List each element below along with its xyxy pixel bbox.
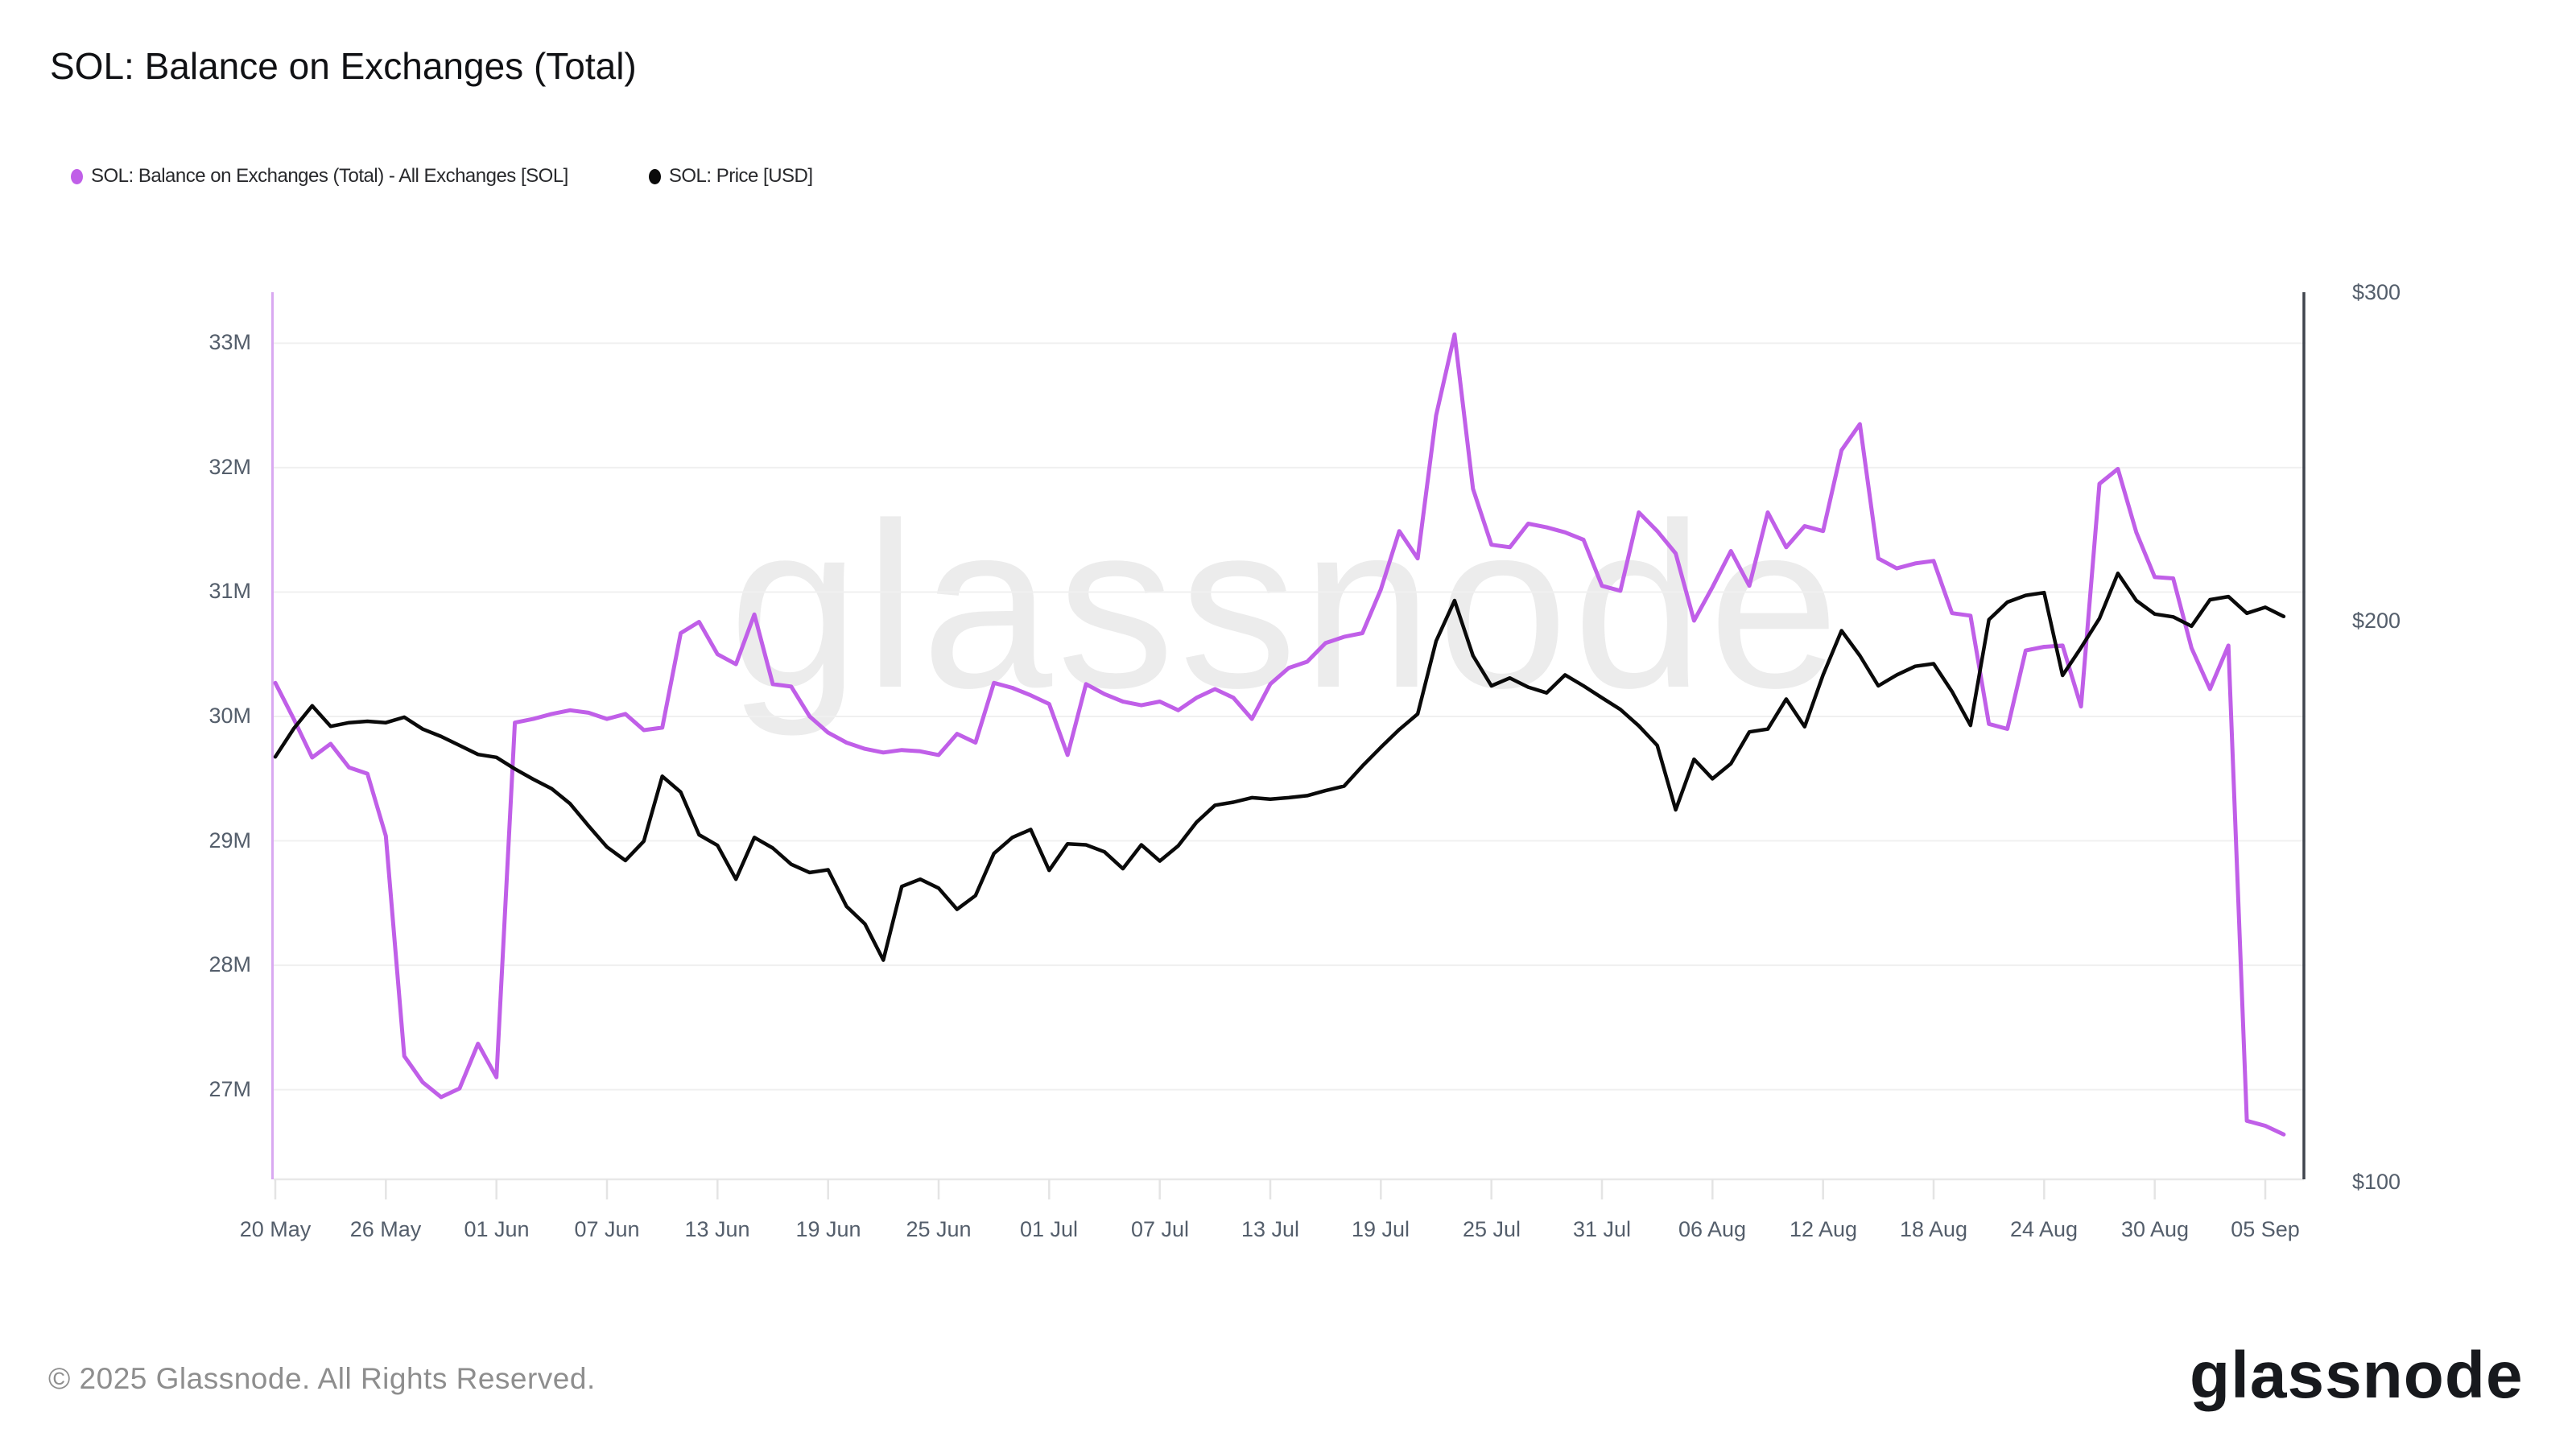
- y-left-tick-label: 30M: [208, 704, 251, 728]
- balance-series-dot-icon: [71, 168, 83, 184]
- x-tick-label: 13 Jun: [684, 1217, 750, 1241]
- x-tick-label: 30 Aug: [2120, 1217, 2190, 1241]
- x-tick-label: 20 May: [239, 1217, 312, 1241]
- price-series-dot-icon: [648, 168, 661, 184]
- legend-label-balance: SOL: Balance on Exchanges (Total) - All …: [91, 165, 568, 187]
- glassnode-watermark: glassnode: [729, 474, 1844, 737]
- x-tick-label: 26 May: [349, 1217, 422, 1241]
- legend-item-balance[interactable]: SOL: Balance on Exchanges (Total) - All …: [71, 165, 568, 188]
- legend-label-price: SOL: Price [USD]: [668, 165, 813, 187]
- glassnode-logo: glassnode: [2190, 1339, 2524, 1412]
- y-left-tick-label: 29M: [208, 828, 251, 852]
- chart-svg[interactable]: [271, 292, 2306, 1206]
- price-line[interactable]: [273, 571, 2286, 962]
- balance-line[interactable]: [273, 332, 2286, 1137]
- y-right-tick-label: $200: [2352, 609, 2401, 633]
- x-tick-label: 24 Aug: [2009, 1217, 2079, 1241]
- x-tick-label: 06 Aug: [1678, 1217, 1747, 1241]
- x-tick-label: 07 Jun: [574, 1217, 640, 1241]
- x-tick-label: 12 Aug: [1789, 1217, 1858, 1241]
- x-tick-label: 18 Aug: [1899, 1217, 1968, 1241]
- x-tick-label: 19 Jul: [1351, 1217, 1410, 1241]
- y-right-tick-label: $300: [2352, 280, 2401, 304]
- x-tick-label: 01 Jun: [464, 1217, 530, 1241]
- x-tick-label: 07 Jul: [1130, 1217, 1190, 1241]
- legend-item-price[interactable]: SOL: Price [USD]: [648, 165, 813, 188]
- y-left-tick-label: 32M: [208, 455, 251, 479]
- y-left-tick-label: 31M: [208, 579, 251, 603]
- x-tick-label: 25 Jul: [1462, 1217, 1521, 1241]
- copyright-text: © 2025 Glassnode. All Rights Reserved.: [48, 1362, 596, 1395]
- x-tick-label: 01 Jul: [1019, 1217, 1079, 1241]
- x-tick-label: 19 Jun: [795, 1217, 861, 1241]
- y-left-tick-label: 33M: [208, 330, 251, 354]
- x-tick-label: 05 Sep: [2231, 1217, 2300, 1241]
- y-right-tick-label: $100: [2352, 1170, 2401, 1194]
- x-tick-label: 31 Jul: [1572, 1217, 1632, 1241]
- y-left-tick-label: 28M: [208, 952, 251, 976]
- y-left-tick-label: 27M: [208, 1077, 251, 1101]
- x-tick-label: 25 Jun: [906, 1217, 972, 1241]
- page-title: SOL: Balance on Exchanges (Total): [50, 45, 637, 87]
- x-tick-label: 13 Jul: [1241, 1217, 1300, 1241]
- legend: SOL: Balance on Exchanges (Total) - All …: [71, 163, 813, 190]
